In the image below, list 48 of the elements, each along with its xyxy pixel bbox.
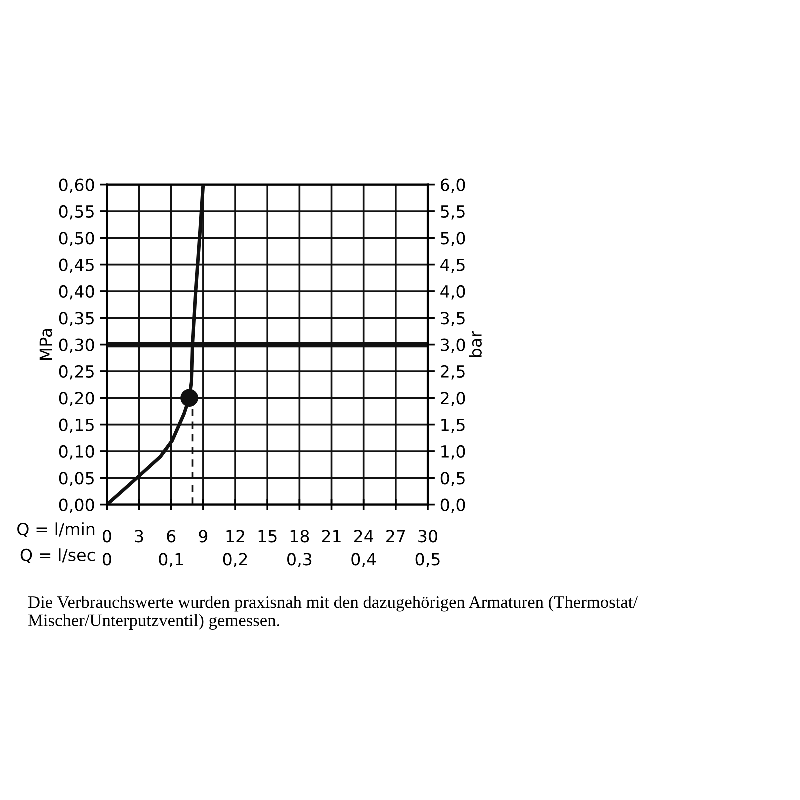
y-tick-label: 0,30 — [59, 338, 94, 354]
x-axis-title: Q = l/min — [18, 522, 95, 538]
y2-tick-label: 4,5 — [440, 258, 465, 274]
y2-tick-label: 5,5 — [441, 206, 465, 220]
y2-tick-label: 0,5 — [440, 472, 465, 486]
y2-tick-label: 3,5 — [441, 312, 465, 326]
x-tick-label: 0 — [102, 530, 112, 543]
y-tick-label: 0,10 — [59, 445, 94, 460]
x2-tick-label: 0,4 — [352, 553, 376, 568]
x2-tick-label: 0,5 — [416, 553, 440, 568]
x-tick-label: 12 — [226, 530, 244, 542]
y2-tick-label: 3,0 — [441, 338, 466, 354]
y-axis-title: MPa — [40, 329, 52, 360]
x-tick-label: 3 — [135, 530, 144, 543]
y-tick-label: 0,45 — [59, 258, 94, 274]
y-tick-label: 0,35 — [59, 312, 94, 326]
x2-tick-label: 0,1 — [159, 553, 184, 568]
x-tick-label: 21 — [322, 530, 341, 542]
y-tick-label: 0,15 — [59, 418, 94, 434]
y2-tick-label: 2,0 — [441, 392, 466, 406]
x-tick-label: 15 — [258, 530, 277, 543]
y-tick-label: 0,20 — [59, 392, 94, 406]
x2-tick-label: 0 — [102, 553, 112, 566]
y-tick-label: 0,50 — [59, 232, 94, 246]
text: Die Verbrauchswerte wurden praxisnah mit den dazugehörigen Armaturen (Thermostat/ Mischer/Unterputzventil) gemessen. — [28, 596, 638, 630]
x-tick-label: 24 — [354, 530, 374, 542]
y-tick-label: 0,55 — [59, 205, 94, 220]
y2-tick-label: 4,0 — [440, 285, 466, 300]
x2-tick-label: 0,2 — [223, 553, 248, 568]
x-tick-label: 30 — [418, 530, 438, 543]
y2-tick-label: 6,0 — [440, 178, 466, 194]
y-tick-label: 0,00 — [59, 498, 94, 514]
x-tick-label: 6 — [167, 530, 176, 543]
x2-axis-title: Q = l/sec — [20, 548, 95, 564]
y2-tick-label: 1,5 — [442, 418, 465, 434]
y-tick-label: 0,40 — [59, 285, 94, 300]
y-tick-label: 0,60 — [59, 178, 94, 194]
x2-tick-label: 0,3 — [288, 553, 312, 568]
y-tick-label: 0,05 — [59, 472, 94, 486]
y-tick-label: 0,25 — [59, 365, 94, 380]
y2-tick-label: 2,5 — [441, 365, 465, 380]
x-tick-label: 27 — [386, 530, 406, 542]
x-tick-label: 9 — [199, 530, 208, 543]
y2-tick-label: 5,0 — [441, 232, 466, 246]
y2-axis-title: bar — [469, 330, 482, 358]
y2-tick-label: 1,0 — [442, 445, 466, 460]
x-tick-label: 18 — [290, 530, 310, 543]
y2-tick-label: 0,0 — [440, 498, 466, 514]
